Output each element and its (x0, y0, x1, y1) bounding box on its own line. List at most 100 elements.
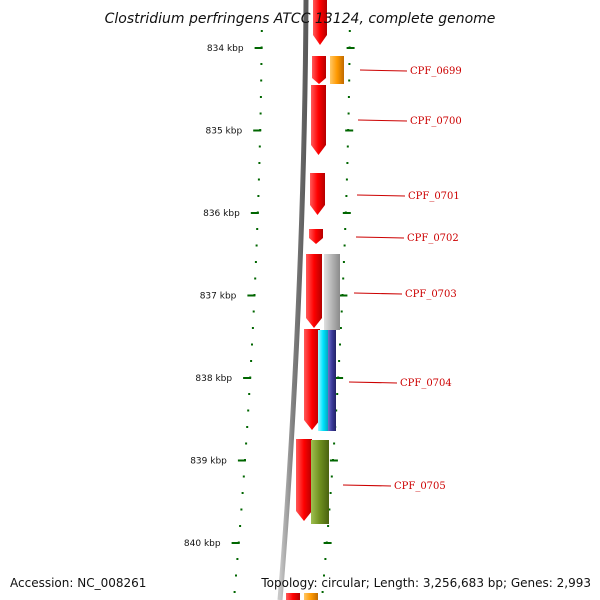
kbp-tick-right (342, 212, 351, 214)
ruler-dot (258, 162, 261, 164)
ruler-dot (248, 393, 251, 395)
gene-features (286, 0, 344, 600)
genome-backbone (277, 0, 309, 600)
ruler-dot (348, 63, 351, 65)
ruler-dot (347, 112, 350, 115)
ruler-dot (342, 277, 345, 280)
kbp-tick-right (323, 542, 332, 544)
gene-label: CPF_0704 (400, 378, 452, 389)
kbp-tick-left (231, 542, 240, 544)
ruler-dot (327, 525, 330, 527)
gene-label: CPF_0703 (405, 289, 457, 300)
ruler-dot (259, 96, 262, 98)
kbp-tick-label: 836 kbp (203, 209, 240, 219)
ruler-dot (260, 30, 263, 32)
cds-arrow-top (313, 0, 327, 45)
cog-box-cyan (318, 330, 328, 431)
ruler-dot (339, 343, 341, 346)
gene-leader-line (357, 119, 408, 122)
ruler-dot (245, 442, 248, 445)
kbp-tick-right (329, 459, 338, 462)
cds-arrow (304, 329, 320, 430)
ruler-dot (235, 574, 237, 577)
left-dotted-ruler (233, 30, 263, 593)
ruler-dot (347, 96, 350, 98)
ruler-dot (242, 475, 245, 478)
kbp-tick-label: 838 kbp (195, 374, 232, 384)
gene-leader-line (356, 194, 406, 197)
ruler-dot (336, 393, 339, 395)
ruler-dot (236, 558, 239, 560)
gene-leader-line (353, 292, 403, 295)
ruler-dot (252, 310, 255, 313)
gene-leader-line (359, 69, 408, 72)
ruler-dot (321, 591, 324, 593)
genome-summary-text: Topology: circular; Length: 3,256,683 bp… (260, 576, 591, 590)
map-title: Clostridium perfringens ATCC 13124, comp… (105, 11, 496, 27)
cog-box-gray (324, 254, 340, 330)
ruler-dot (345, 195, 348, 197)
kbp-tick-label: 839 kbp (190, 457, 227, 467)
gene-leader-line (342, 484, 392, 487)
ruler-dot (328, 508, 331, 511)
accession-text: Accession: NC_008261 (10, 576, 146, 590)
ruler-dot (329, 492, 332, 494)
kbp-tick-label: 835 kbp (206, 127, 243, 137)
gene-leader-line (348, 381, 398, 384)
gene-labels: CPF_0699 CPF_0700 CPF_0701 CPF_0702 CPF_0703… (342, 66, 462, 492)
ruler-dot (246, 426, 249, 428)
kbp-tick-right (345, 129, 354, 132)
ruler-dot (333, 442, 336, 445)
ruler-dot (338, 360, 341, 362)
gene-label: CPF_0705 (394, 481, 446, 492)
kbp-scale: 834 kbp 835 kbp 836 kbp 837 kbp 838 kbp 839 k… (184, 44, 355, 549)
ruler-dot (348, 79, 351, 82)
cog-box-orange (330, 56, 344, 84)
ruler-dot (260, 79, 263, 82)
gene-label: CPF_0702 (407, 233, 459, 244)
kbp-tick-left (254, 47, 263, 49)
gene-leader-line (355, 236, 405, 239)
cog-box-navy (328, 330, 336, 431)
ruler-dot (233, 591, 236, 593)
kbp-tick-left (247, 294, 256, 297)
cds-arrow (312, 56, 326, 84)
ruler-dot (342, 261, 345, 263)
cds-arrow (310, 173, 325, 215)
cds-arrow (311, 85, 326, 155)
ruler-dot (335, 409, 338, 412)
kbp-tick-left (243, 377, 252, 379)
cog-partial-bottom (304, 593, 318, 600)
cds-arrow (306, 254, 322, 328)
kbp-tick-right (346, 47, 355, 49)
ruler-dot (346, 162, 349, 164)
ruler-dot (257, 195, 260, 197)
ruler-dot (346, 145, 349, 148)
kbp-tick-right (335, 377, 344, 379)
ruler-dot (254, 277, 257, 280)
kbp-tick-label: 834 kbp (207, 44, 244, 54)
kbp-tick-left (253, 129, 262, 132)
ruler-dot (344, 228, 347, 230)
gene-label: CPF_0701 (408, 191, 460, 202)
ruler-dot (250, 360, 253, 362)
cog-box-olive (311, 440, 329, 524)
ruler-dot (260, 63, 263, 65)
ruler-dot (324, 558, 327, 560)
ruler-dot (255, 244, 258, 247)
ruler-dot (247, 409, 250, 412)
ruler-dot (343, 244, 346, 247)
ruler-dot (258, 145, 261, 148)
ruler-dot (259, 112, 262, 115)
kbp-tick-label: 840 kbp (184, 539, 221, 549)
ruler-dot (241, 492, 244, 494)
cds-arrow (296, 439, 312, 521)
ruler-dot (340, 310, 343, 313)
cds-arrow (309, 229, 323, 244)
gene-label: CPF_0700 (410, 116, 462, 127)
kbp-tick-left (250, 212, 259, 214)
kbp-tick-left (237, 459, 246, 462)
ruler-dot (257, 178, 260, 181)
kbp-tick-right (339, 294, 348, 297)
